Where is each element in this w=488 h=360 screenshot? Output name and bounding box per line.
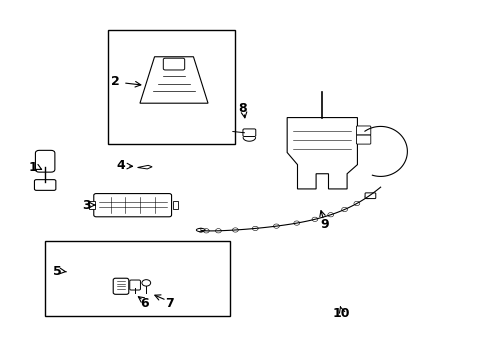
- FancyBboxPatch shape: [356, 135, 370, 144]
- Ellipse shape: [196, 228, 204, 231]
- Circle shape: [341, 207, 347, 212]
- Circle shape: [353, 201, 359, 206]
- Text: 6: 6: [140, 297, 149, 310]
- FancyBboxPatch shape: [163, 58, 184, 70]
- Circle shape: [311, 217, 317, 221]
- Text: 8: 8: [238, 102, 247, 115]
- Circle shape: [203, 229, 209, 233]
- Circle shape: [364, 194, 370, 199]
- Polygon shape: [286, 118, 357, 189]
- Text: 4: 4: [116, 159, 124, 172]
- Circle shape: [273, 224, 279, 228]
- FancyBboxPatch shape: [129, 280, 140, 290]
- FancyBboxPatch shape: [243, 129, 255, 136]
- Polygon shape: [137, 165, 152, 169]
- Text: 10: 10: [332, 307, 350, 320]
- Circle shape: [215, 229, 221, 233]
- Bar: [89, 202, 95, 208]
- Circle shape: [142, 280, 150, 286]
- Circle shape: [232, 228, 238, 232]
- Text: 9: 9: [320, 218, 328, 231]
- Bar: [172, 202, 178, 208]
- Text: 7: 7: [164, 297, 173, 310]
- FancyBboxPatch shape: [94, 194, 171, 217]
- Bar: [108, 30, 234, 144]
- FancyBboxPatch shape: [35, 150, 55, 172]
- Text: 1: 1: [29, 161, 37, 174]
- Circle shape: [198, 228, 203, 232]
- Bar: [45, 241, 229, 316]
- Circle shape: [252, 226, 258, 230]
- Text: 5: 5: [53, 265, 61, 278]
- Text: 2: 2: [111, 75, 120, 88]
- Text: 3: 3: [82, 198, 91, 212]
- FancyBboxPatch shape: [113, 278, 128, 294]
- FancyBboxPatch shape: [365, 193, 375, 199]
- FancyBboxPatch shape: [34, 180, 56, 190]
- Circle shape: [327, 213, 333, 217]
- FancyBboxPatch shape: [356, 126, 370, 135]
- Polygon shape: [140, 57, 207, 103]
- Circle shape: [293, 221, 299, 225]
